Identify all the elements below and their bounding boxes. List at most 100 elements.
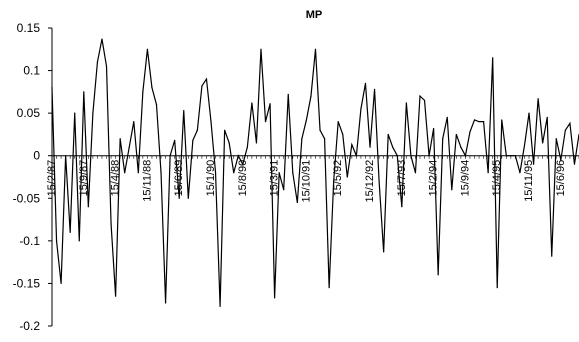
y-tick-label: 0.05 xyxy=(17,106,41,120)
data-point xyxy=(142,91,144,93)
data-point xyxy=(183,109,185,112)
data-point xyxy=(460,146,462,148)
data-point xyxy=(269,103,271,105)
data-point xyxy=(401,206,403,208)
data-point xyxy=(205,78,208,80)
y-tick-label: 0.15 xyxy=(17,21,41,35)
data-point xyxy=(323,138,326,140)
data-point xyxy=(392,146,394,148)
data-point xyxy=(369,146,371,148)
data-point xyxy=(115,295,117,297)
data-point xyxy=(201,85,203,87)
data-point xyxy=(74,112,76,114)
data-point xyxy=(396,155,398,157)
x-tick-label: 15/11/95 xyxy=(523,160,535,202)
data-point xyxy=(151,87,153,89)
data-point xyxy=(478,121,480,123)
data-point xyxy=(428,155,430,157)
data-point xyxy=(310,95,312,97)
data-point xyxy=(178,197,180,199)
data-point xyxy=(569,122,571,124)
data-point xyxy=(119,138,121,140)
data-point xyxy=(437,274,439,276)
data-point xyxy=(283,189,285,191)
data-point xyxy=(319,129,321,131)
data-point xyxy=(501,119,503,121)
data-point xyxy=(278,172,280,174)
data-point xyxy=(164,302,167,304)
data-point xyxy=(51,87,53,89)
data-point xyxy=(146,48,149,50)
data-point xyxy=(169,155,171,157)
data-point xyxy=(101,38,103,40)
data-point xyxy=(192,139,194,141)
data-point xyxy=(55,240,58,242)
data-point xyxy=(469,131,471,133)
mp-series-line xyxy=(51,38,579,307)
data-point xyxy=(137,172,139,174)
data-point xyxy=(160,172,162,174)
data-point xyxy=(482,121,485,123)
data-point xyxy=(287,93,289,96)
data-point xyxy=(405,102,407,104)
data-point xyxy=(523,144,526,147)
data-point xyxy=(573,163,576,165)
data-point xyxy=(187,197,189,199)
data-point xyxy=(532,163,535,165)
data-point xyxy=(351,144,353,146)
data-point xyxy=(333,180,335,182)
data-point xyxy=(233,172,235,174)
data-point xyxy=(514,155,516,157)
data-point xyxy=(292,172,294,174)
x-tick-label: 15/1/90 xyxy=(205,160,217,197)
data-point xyxy=(423,99,426,101)
data-point xyxy=(110,223,112,225)
data-point xyxy=(69,231,71,233)
data-point xyxy=(155,104,158,106)
data-point xyxy=(410,155,412,157)
data-point xyxy=(210,121,212,123)
x-tick-label: 15/12/92 xyxy=(364,160,376,203)
data-point xyxy=(378,180,380,182)
data-point xyxy=(560,159,562,161)
data-point xyxy=(555,138,557,140)
data-point xyxy=(564,129,566,131)
y-tick-label: -0.15 xyxy=(13,276,41,290)
data-point xyxy=(542,142,544,144)
data-point xyxy=(442,138,444,140)
data-point xyxy=(305,119,308,121)
data-point xyxy=(419,95,421,97)
data-point xyxy=(373,88,376,90)
data-point xyxy=(414,172,417,174)
data-point xyxy=(87,206,89,208)
x-tick-label: 15/11/88 xyxy=(141,160,153,202)
data-point xyxy=(455,133,457,136)
data-point xyxy=(242,163,244,165)
data-point xyxy=(224,129,226,131)
y-tick-label: 0.1 xyxy=(23,64,40,78)
data-point xyxy=(496,287,498,289)
chart-title: MP xyxy=(306,9,323,21)
y-tick-label: -0.05 xyxy=(13,191,41,205)
x-tick-label: 15/9/94 xyxy=(459,160,471,197)
data-point xyxy=(251,102,253,104)
data-point xyxy=(510,155,512,157)
data-point xyxy=(505,155,507,157)
data-point xyxy=(296,201,298,204)
data-point xyxy=(433,127,435,130)
data-point xyxy=(65,155,67,157)
data-point xyxy=(383,251,385,253)
data-point xyxy=(314,48,317,50)
data-point xyxy=(342,133,344,136)
x-tick-label: 15/6/96 xyxy=(555,160,567,197)
y-tick-label: -0.1 xyxy=(19,234,40,248)
data-point xyxy=(228,142,230,144)
data-point xyxy=(78,240,80,242)
data-point xyxy=(255,142,258,144)
y-tick-label: -0.2 xyxy=(19,319,40,333)
data-point xyxy=(96,61,99,63)
data-point xyxy=(364,82,367,84)
data-point xyxy=(196,129,198,131)
